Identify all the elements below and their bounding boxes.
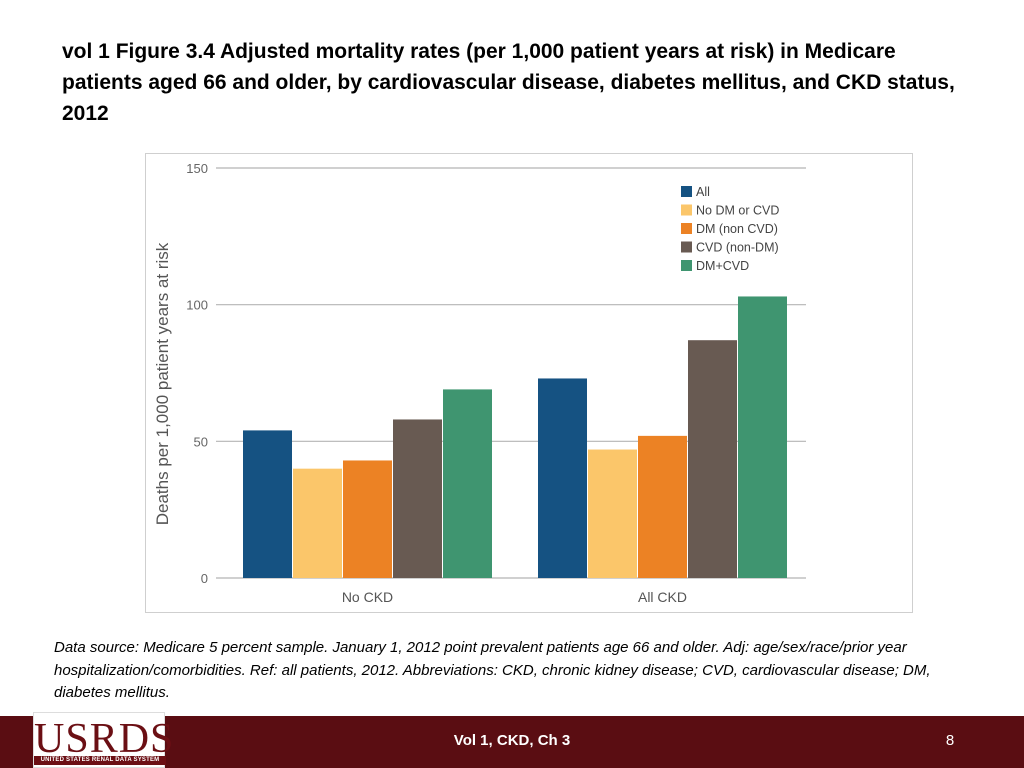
slide-title: vol 1 Figure 3.4 Adjusted mortality rate… bbox=[62, 40, 955, 125]
bar-no-ckd-cvd-non-dm- bbox=[393, 419, 442, 578]
usrds-logo: USRDS UNITED STATES RENAL DATA SYSTEM bbox=[33, 712, 175, 768]
x-category-label: All CKD bbox=[638, 589, 687, 605]
legend-label: All bbox=[696, 185, 710, 199]
legend-swatch bbox=[681, 186, 692, 197]
logo-wordmark: USRDS bbox=[34, 716, 175, 762]
y-tick-label: 0 bbox=[201, 571, 208, 586]
bar-all-ckd-dm-cvd bbox=[738, 296, 787, 578]
data-source-footnote: Data source: Medicare 5 percent sample. … bbox=[54, 639, 931, 701]
x-category-labels: No CKD All CKD bbox=[342, 589, 687, 605]
bar-no-ckd-all bbox=[243, 430, 292, 578]
footer-bar bbox=[0, 716, 1024, 768]
legend-label: DM (non CVD) bbox=[696, 222, 778, 236]
legend-label: DM+CVD bbox=[696, 259, 749, 273]
bar-no-ckd-no-dm-or-cvd bbox=[293, 468, 342, 578]
bar-all-ckd-cvd-non-dm- bbox=[688, 340, 737, 578]
chart-frame: 0 50 100 150 No CKD All CKD All No DM or CVD D… bbox=[145, 153, 913, 613]
bar-all-ckd-no-dm-or-cvd bbox=[588, 449, 637, 578]
y-tick-labels: 0 50 100 150 bbox=[186, 161, 208, 586]
bar-all-ckd-all bbox=[538, 378, 587, 578]
y-tick-label: 150 bbox=[186, 161, 208, 176]
legend-label: CVD (non-DM) bbox=[696, 241, 779, 255]
bars bbox=[243, 296, 787, 578]
bar-chart: 0 50 100 150 No CKD All CKD All No DM or CVD D… bbox=[153, 161, 806, 605]
bar-no-ckd-dm-non-cvd- bbox=[343, 460, 392, 578]
y-tick-label: 50 bbox=[194, 434, 208, 449]
x-category-label: No CKD bbox=[342, 589, 393, 605]
logo-subtitle: UNITED STATES RENAL DATA SYSTEM bbox=[34, 756, 166, 765]
bar-all-ckd-dm-non-cvd- bbox=[638, 435, 687, 578]
bar-no-ckd-dm-cvd bbox=[443, 389, 492, 578]
page-number: 8 bbox=[945, 732, 955, 749]
y-tick-label: 100 bbox=[186, 298, 208, 313]
legend-swatch bbox=[681, 241, 692, 253]
legend-swatch bbox=[681, 260, 692, 271]
legend-swatch bbox=[681, 204, 692, 216]
footer-section-label: Vol 1, CKD, Ch 3 bbox=[453, 732, 571, 749]
legend: All No DM or CVD DM (non CVD) CVD (non-DM) D… bbox=[681, 185, 779, 273]
legend-label: No DM or CVD bbox=[696, 204, 779, 218]
legend-swatch bbox=[681, 223, 692, 234]
y-axis-label: Deaths per 1,000 patient years at risk bbox=[153, 242, 172, 525]
